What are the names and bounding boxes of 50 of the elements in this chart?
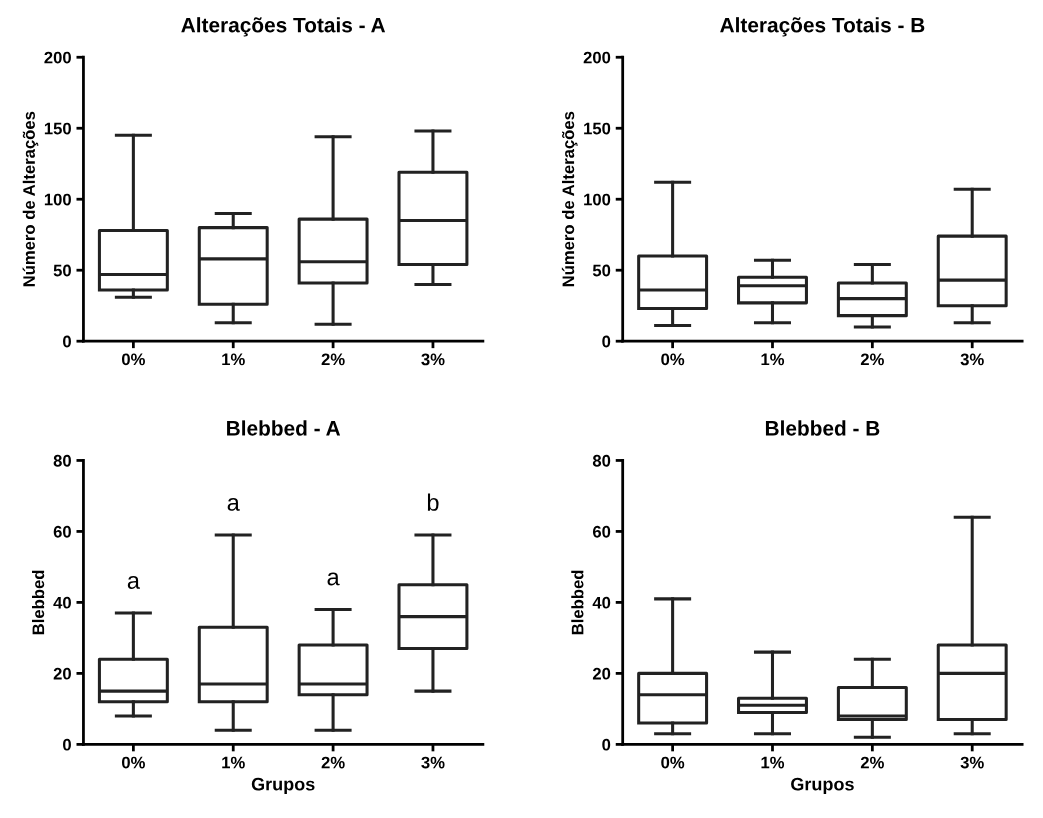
y-tick-label: 100 (44, 193, 71, 206)
x-tick-label: 1% (761, 756, 785, 769)
x-tick-label: 2% (321, 756, 345, 769)
x-tick-label: 1% (761, 353, 785, 366)
x-tick-label: 1% (222, 756, 245, 769)
x-tick-label: 2% (860, 353, 884, 366)
chart-title: Alterações Totais - B (720, 17, 925, 37)
x-tick-label: 0% (661, 353, 685, 366)
y-tick-label: 50 (592, 264, 611, 277)
annotation: a (127, 576, 140, 589)
y-tick-label: 150 (584, 122, 611, 135)
chart-title: Blebbed - A (227, 420, 341, 436)
y-tick-label: 80 (592, 454, 611, 467)
x-tick-label: 3% (960, 756, 984, 769)
x-tick-label: 0% (121, 353, 145, 366)
chart-title: Alterações Totais - A (181, 17, 386, 37)
y-axis-title: Blebbed (32, 570, 45, 635)
y-axis-title: Blebbed (571, 570, 584, 635)
y-tick-label: 0 (63, 335, 71, 348)
x-axis-title: Grupos (791, 777, 854, 795)
chart-title: Blebbed - B (765, 420, 880, 436)
x-tick-label: 0% (661, 756, 685, 769)
y-tick-label: 150 (44, 122, 71, 135)
x-tick-label: 0% (121, 756, 145, 769)
y-tick-label: 60 (53, 525, 71, 538)
x-tick-label: 1% (222, 353, 245, 366)
x-axis-title: Grupos (251, 777, 315, 795)
x-tick-label: 2% (321, 353, 345, 366)
y-axis-title: Número de Alterações (22, 111, 39, 287)
y-tick-label: 0 (602, 738, 611, 751)
y-axis-title: Número de Alterações (561, 111, 578, 287)
annotation: b (427, 493, 439, 511)
y-tick-label: 40 (592, 596, 611, 609)
y-tick-label: 50 (53, 264, 71, 277)
y-tick-label: 20 (592, 667, 611, 680)
y-tick-label: 100 (584, 193, 611, 206)
y-tick-label: 40 (53, 596, 71, 609)
annotation: a (227, 497, 240, 511)
y-tick-label: 80 (53, 454, 71, 467)
x-tick-label: 3% (960, 353, 984, 366)
y-tick-label: 0 (63, 738, 71, 751)
y-tick-label: 20 (53, 667, 71, 680)
y-tick-label: 60 (592, 525, 611, 538)
y-tick-label: 0 (602, 335, 611, 348)
y-tick-label: 200 (583, 51, 611, 64)
y-tick-label: 200 (44, 51, 71, 64)
x-tick-label: 2% (860, 756, 884, 769)
x-tick-label: 3% (421, 353, 445, 366)
annotation: a (327, 572, 340, 586)
x-tick-label: 3% (421, 756, 445, 769)
